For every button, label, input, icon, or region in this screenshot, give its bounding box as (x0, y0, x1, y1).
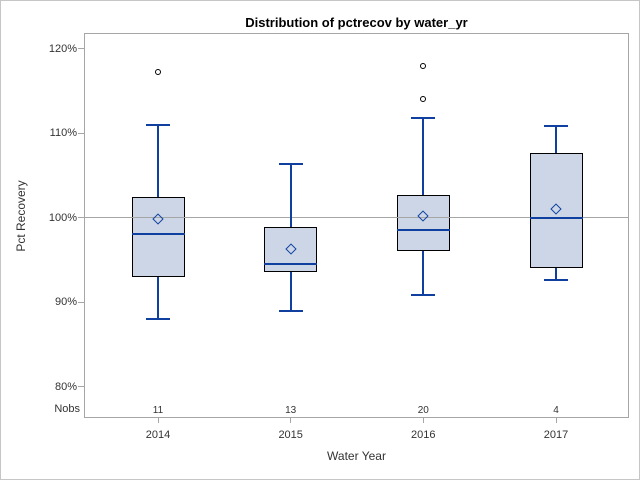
upper-whisker-cap-2015 (278, 162, 303, 165)
outlier-point-2016 (420, 96, 427, 103)
upper-whisker-2016 (422, 117, 425, 195)
lower-whisker-cap-2017 (544, 279, 568, 282)
nobs-value: 13 (285, 405, 297, 416)
lower-whisker-2016 (422, 250, 425, 295)
y-axis-tick-label: 90% (54, 296, 77, 309)
y-axis-tick (78, 217, 84, 219)
y-axis-tick-label: 120% (48, 42, 77, 55)
outlier-point-2016 (420, 62, 427, 69)
lower-whisker-cap-2014 (146, 318, 170, 321)
y-axis-tick (78, 48, 84, 50)
chart-title: Distribution of pctrecov by water_yr (245, 15, 468, 30)
nobs-row-label: Nobs (54, 403, 80, 415)
box-2017 (529, 153, 583, 269)
upper-whisker-cap-2016 (411, 116, 436, 119)
y-axis-tick (78, 301, 84, 303)
y-axis-tick-label: 100% (48, 211, 77, 224)
lower-whisker-cap-2016 (411, 293, 436, 296)
x-axis-tick-label: 2014 (145, 429, 171, 441)
lower-whisker-2017 (555, 268, 557, 281)
median-line-2014 (131, 232, 185, 235)
x-axis-tick (157, 418, 159, 423)
upper-whisker-2015 (289, 163, 292, 227)
x-axis-tick-label: 2016 (411, 429, 436, 441)
x-axis-tick (290, 418, 292, 423)
upper-whisker-2014 (157, 124, 159, 198)
x-axis-tick-label: 2015 (278, 429, 303, 441)
y-axis-tick-label: 110% (49, 127, 77, 140)
lower-whisker-2014 (157, 276, 159, 320)
nobs-value: 11 (152, 405, 164, 416)
upper-whisker-cap-2017 (544, 125, 568, 128)
x-axis-tick (422, 418, 424, 423)
outlier-point-2014 (155, 68, 161, 75)
y-axis-tick-label: 80% (54, 380, 77, 393)
median-line-2017 (529, 216, 583, 219)
x-axis-tick (555, 418, 557, 423)
y-axis-tick (78, 132, 84, 134)
upper-whisker-2017 (555, 126, 557, 154)
nobs-value: 4 (553, 405, 559, 416)
y-axis-tick (78, 386, 84, 388)
upper-whisker-cap-2014 (146, 123, 170, 126)
box-2016 (396, 194, 450, 251)
nobs-value: 20 (417, 405, 429, 416)
lower-whisker-cap-2015 (278, 309, 303, 312)
x-axis-title: Water Year (327, 449, 386, 463)
x-axis-tick-label: 2017 (543, 429, 569, 441)
lower-whisker-2015 (289, 271, 292, 311)
reference-line-100pct (85, 217, 628, 219)
box-2014 (131, 197, 185, 277)
median-line-2016 (396, 229, 450, 232)
median-line-2015 (264, 263, 318, 266)
